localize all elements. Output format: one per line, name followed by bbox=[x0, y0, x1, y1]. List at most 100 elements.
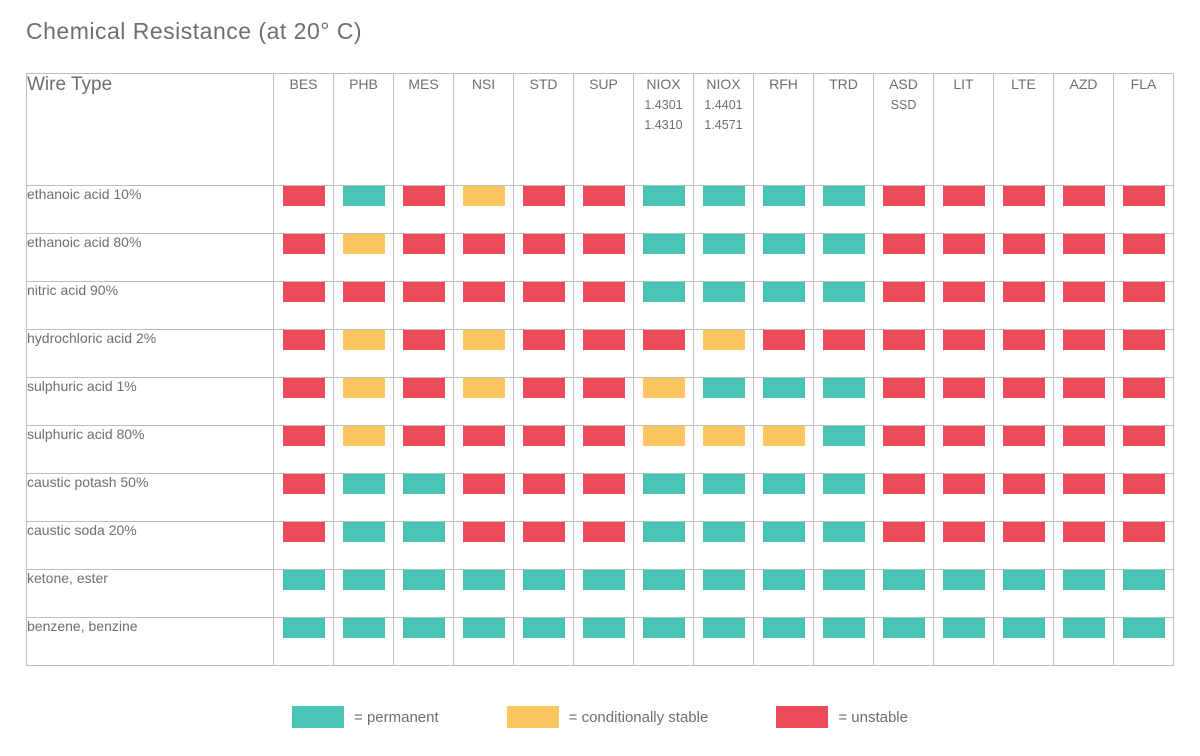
table-row: caustic soda 20% bbox=[27, 522, 1174, 570]
table-cell bbox=[814, 570, 874, 618]
table-body: ethanoic acid 10%ethanoic acid 80%nitric… bbox=[27, 186, 1174, 666]
status-swatch bbox=[1063, 282, 1105, 302]
column-header: AZD bbox=[1054, 74, 1114, 186]
status-swatch bbox=[703, 522, 745, 542]
table-cell bbox=[934, 522, 994, 570]
table-cell bbox=[1054, 330, 1114, 378]
status-swatch bbox=[823, 330, 865, 350]
table-cell bbox=[874, 378, 934, 426]
table-cell bbox=[934, 426, 994, 474]
table-cell bbox=[754, 330, 814, 378]
table-cell bbox=[874, 426, 934, 474]
status-swatch bbox=[1003, 426, 1045, 446]
status-swatch bbox=[943, 522, 985, 542]
table-cell bbox=[334, 234, 394, 282]
table-cell bbox=[514, 330, 574, 378]
status-swatch bbox=[883, 378, 925, 398]
table-cell bbox=[814, 618, 874, 666]
table-cell bbox=[274, 186, 334, 234]
status-swatch bbox=[883, 474, 925, 494]
table-cell bbox=[634, 186, 694, 234]
status-swatch bbox=[883, 522, 925, 542]
table-cell bbox=[1054, 282, 1114, 330]
column-header-label: PHB bbox=[334, 74, 393, 94]
table-cell bbox=[814, 378, 874, 426]
table-cell bbox=[334, 570, 394, 618]
table-cell bbox=[1054, 186, 1114, 234]
status-swatch bbox=[523, 330, 565, 350]
table-cell bbox=[394, 618, 454, 666]
status-swatch bbox=[823, 522, 865, 542]
status-swatch bbox=[283, 426, 325, 446]
table-cell bbox=[874, 522, 934, 570]
table-cell bbox=[574, 234, 634, 282]
table-cell bbox=[334, 426, 394, 474]
table-cell bbox=[454, 186, 514, 234]
row-header-label: Wire Type bbox=[27, 74, 274, 186]
status-swatch bbox=[1003, 618, 1045, 638]
status-swatch bbox=[1003, 186, 1045, 206]
status-swatch bbox=[643, 282, 685, 302]
table-cell bbox=[454, 570, 514, 618]
status-swatch bbox=[763, 426, 805, 446]
table-cell bbox=[694, 618, 754, 666]
column-header: ASDSSD bbox=[874, 74, 934, 186]
status-swatch bbox=[403, 186, 445, 206]
status-swatch bbox=[403, 618, 445, 638]
table-cell bbox=[514, 234, 574, 282]
table-cell bbox=[454, 282, 514, 330]
table-cell bbox=[1054, 618, 1114, 666]
table-cell bbox=[574, 570, 634, 618]
table-cell bbox=[694, 186, 754, 234]
status-swatch bbox=[943, 570, 985, 590]
status-swatch bbox=[283, 522, 325, 542]
column-header: TRD bbox=[814, 74, 874, 186]
table-row: caustic potash 50% bbox=[27, 474, 1174, 522]
table-cell bbox=[994, 618, 1054, 666]
status-swatch bbox=[283, 330, 325, 350]
status-swatch bbox=[343, 282, 385, 302]
status-swatch bbox=[703, 234, 745, 254]
table-cell bbox=[1114, 186, 1174, 234]
table-cell bbox=[934, 378, 994, 426]
row-label: ketone, ester bbox=[27, 570, 274, 618]
status-swatch bbox=[943, 282, 985, 302]
status-swatch bbox=[1003, 282, 1045, 302]
table-cell bbox=[1054, 426, 1114, 474]
row-label: hydrochloric acid 2% bbox=[27, 330, 274, 378]
table-cell bbox=[694, 330, 754, 378]
status-swatch bbox=[763, 186, 805, 206]
status-swatch bbox=[463, 618, 505, 638]
table-cell bbox=[754, 282, 814, 330]
status-swatch bbox=[523, 522, 565, 542]
table-cell bbox=[334, 330, 394, 378]
table-cell bbox=[694, 474, 754, 522]
table-row: ketone, ester bbox=[27, 570, 1174, 618]
column-header-label: LIT bbox=[934, 74, 993, 94]
legend-swatch bbox=[776, 706, 828, 728]
table-cell bbox=[454, 474, 514, 522]
table-cell bbox=[994, 474, 1054, 522]
status-swatch bbox=[1123, 570, 1165, 590]
table-cell bbox=[334, 522, 394, 570]
table-cell bbox=[814, 522, 874, 570]
table-cell bbox=[934, 282, 994, 330]
table-cell bbox=[574, 378, 634, 426]
table-cell bbox=[934, 570, 994, 618]
column-header: SUP bbox=[574, 74, 634, 186]
status-swatch bbox=[403, 234, 445, 254]
table-cell bbox=[814, 186, 874, 234]
status-swatch bbox=[883, 570, 925, 590]
table-cell bbox=[814, 330, 874, 378]
status-swatch bbox=[343, 426, 385, 446]
status-swatch bbox=[703, 474, 745, 494]
status-swatch bbox=[823, 282, 865, 302]
table-cell bbox=[574, 474, 634, 522]
status-swatch bbox=[823, 378, 865, 398]
table-cell bbox=[274, 234, 334, 282]
column-header: NSI bbox=[454, 74, 514, 186]
column-header-label: FLA bbox=[1114, 74, 1173, 94]
status-swatch bbox=[1003, 474, 1045, 494]
table-cell bbox=[814, 234, 874, 282]
legend: = permanent= conditionally stable= unsta… bbox=[26, 706, 1174, 732]
